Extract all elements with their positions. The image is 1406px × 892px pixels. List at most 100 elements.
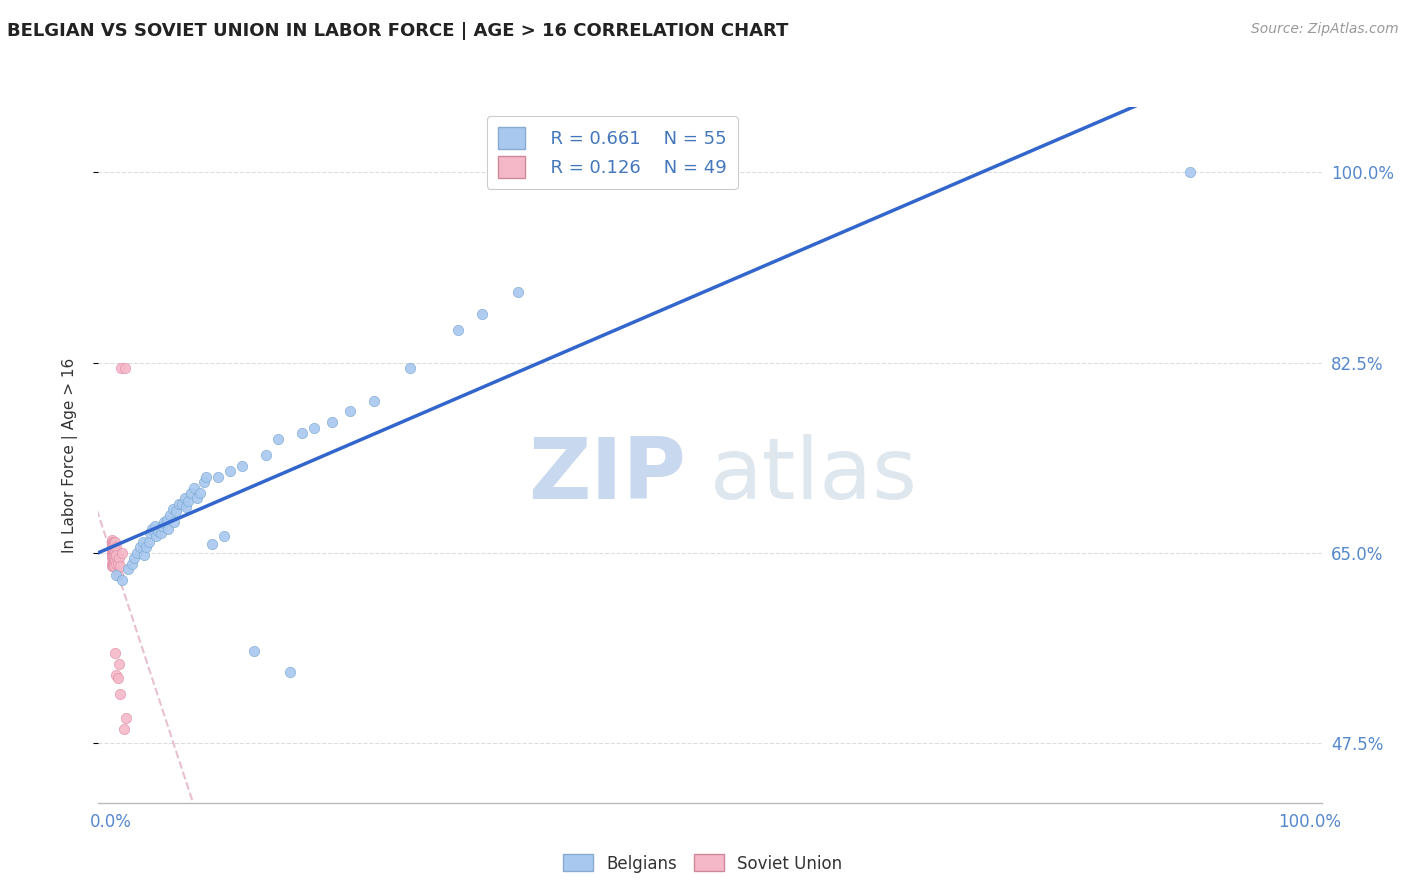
Point bbox=[112, 722, 135, 736]
Point bbox=[101, 537, 124, 551]
Point bbox=[100, 541, 122, 555]
Point bbox=[138, 535, 160, 549]
Point bbox=[100, 548, 122, 562]
Point bbox=[177, 493, 200, 508]
Point bbox=[231, 458, 253, 473]
Point bbox=[195, 469, 218, 483]
Point bbox=[100, 558, 122, 573]
Point bbox=[100, 533, 122, 547]
Point bbox=[148, 524, 170, 538]
Point bbox=[103, 541, 125, 555]
Point bbox=[101, 535, 124, 549]
Point bbox=[267, 432, 290, 446]
Point bbox=[108, 558, 131, 573]
Point bbox=[180, 486, 202, 500]
Point bbox=[108, 551, 131, 566]
Point bbox=[103, 551, 125, 566]
Point bbox=[104, 546, 127, 560]
Point bbox=[105, 541, 128, 555]
Point bbox=[143, 518, 166, 533]
Point bbox=[111, 573, 134, 587]
Point bbox=[201, 537, 224, 551]
Point bbox=[104, 543, 127, 558]
Point bbox=[139, 526, 162, 541]
Point bbox=[174, 500, 197, 515]
Point bbox=[101, 548, 124, 562]
Point bbox=[107, 557, 129, 571]
Point bbox=[159, 508, 181, 522]
Point bbox=[107, 567, 129, 582]
Text: Source: ZipAtlas.com: Source: ZipAtlas.com bbox=[1251, 22, 1399, 37]
Point bbox=[447, 323, 470, 337]
Point bbox=[105, 548, 128, 562]
Point bbox=[101, 546, 124, 560]
Point bbox=[1178, 165, 1201, 179]
Point bbox=[110, 361, 132, 376]
Point bbox=[103, 548, 125, 562]
Point bbox=[105, 548, 128, 562]
Point bbox=[103, 535, 125, 549]
Point bbox=[100, 537, 122, 551]
Point bbox=[156, 522, 179, 536]
Point bbox=[100, 546, 122, 560]
Point bbox=[167, 497, 190, 511]
Point bbox=[508, 285, 530, 299]
Point bbox=[105, 667, 128, 681]
Point bbox=[100, 557, 122, 571]
Point bbox=[100, 551, 122, 566]
Point bbox=[117, 562, 139, 576]
Point bbox=[129, 541, 152, 555]
Point bbox=[103, 558, 125, 573]
Text: ZIP: ZIP bbox=[527, 434, 686, 517]
Point bbox=[141, 522, 163, 536]
Point bbox=[105, 567, 128, 582]
Point bbox=[162, 502, 184, 516]
Point bbox=[399, 361, 422, 376]
Point bbox=[471, 307, 494, 321]
Point bbox=[132, 548, 155, 562]
Point bbox=[105, 557, 128, 571]
Point bbox=[165, 504, 187, 518]
Point bbox=[132, 535, 155, 549]
Point bbox=[101, 543, 124, 558]
Y-axis label: In Labor Force | Age > 16: In Labor Force | Age > 16 bbox=[62, 358, 77, 552]
Point bbox=[101, 541, 124, 555]
Point bbox=[172, 497, 194, 511]
Legend:   R = 0.661    N = 55,   R = 0.126    N = 49: R = 0.661 N = 55, R = 0.126 N = 49 bbox=[486, 116, 738, 189]
Point bbox=[103, 557, 125, 571]
Point bbox=[183, 481, 205, 495]
Point bbox=[101, 557, 124, 571]
Point bbox=[219, 464, 242, 478]
Point bbox=[111, 546, 134, 560]
Point bbox=[101, 554, 124, 568]
Point bbox=[101, 551, 124, 566]
Point bbox=[156, 513, 179, 527]
Point bbox=[153, 516, 176, 530]
Point bbox=[104, 535, 127, 549]
Point bbox=[115, 711, 138, 725]
Point bbox=[163, 516, 186, 530]
Point bbox=[254, 448, 277, 462]
Point bbox=[135, 541, 157, 555]
Point bbox=[243, 643, 266, 657]
Point bbox=[101, 558, 124, 573]
Point bbox=[121, 557, 143, 571]
Point bbox=[188, 486, 212, 500]
Point bbox=[304, 421, 326, 435]
Point bbox=[108, 657, 131, 671]
Point bbox=[104, 646, 127, 660]
Point bbox=[193, 475, 215, 489]
Point bbox=[214, 529, 236, 543]
Point bbox=[149, 526, 172, 541]
Point bbox=[100, 543, 122, 558]
Point bbox=[145, 529, 167, 543]
Point bbox=[103, 546, 125, 560]
Point bbox=[321, 415, 343, 429]
Point bbox=[186, 491, 208, 506]
Point bbox=[104, 554, 127, 568]
Point bbox=[124, 551, 146, 566]
Text: BELGIAN VS SOVIET UNION IN LABOR FORCE | AGE > 16 CORRELATION CHART: BELGIAN VS SOVIET UNION IN LABOR FORCE |… bbox=[7, 22, 789, 40]
Point bbox=[363, 393, 385, 408]
Legend: Belgians, Soviet Union: Belgians, Soviet Union bbox=[557, 847, 849, 880]
Point bbox=[339, 404, 361, 418]
